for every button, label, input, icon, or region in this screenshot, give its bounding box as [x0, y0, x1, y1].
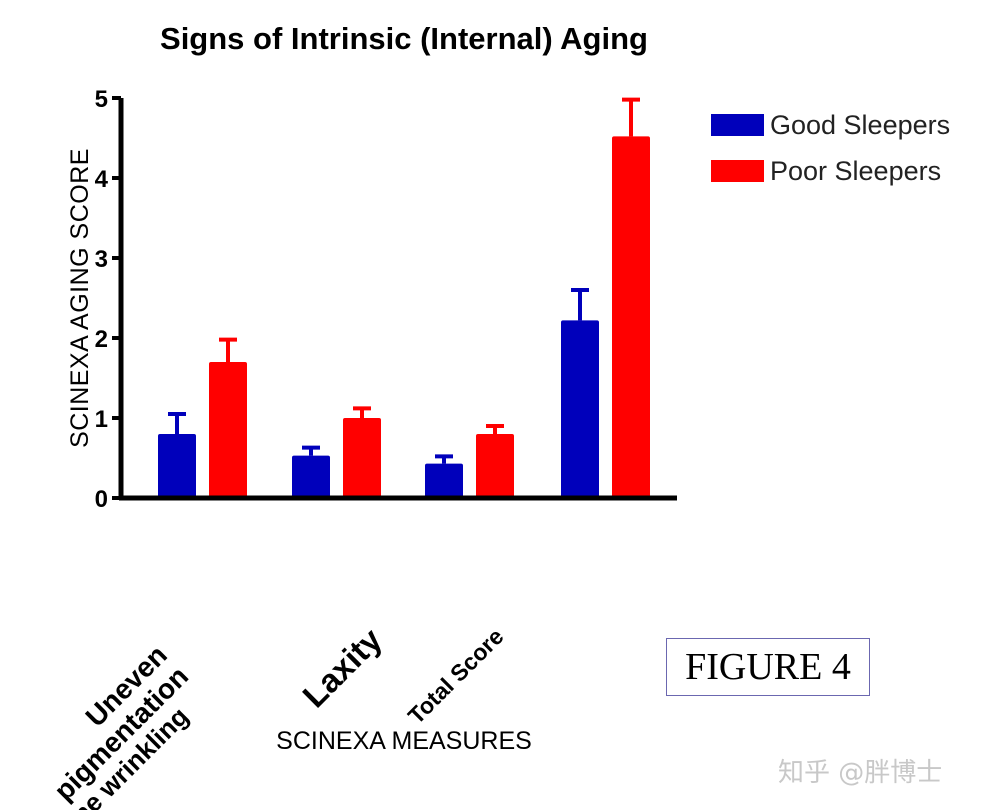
x-category-label-line: Laxity: [295, 620, 389, 714]
bar-poor-sleepers: [343, 418, 381, 498]
bar-poor-sleepers: [612, 136, 650, 498]
y-tick-label: 0: [95, 486, 108, 513]
y-tick-label: 4: [95, 166, 109, 193]
x-category-label: Laxity: [295, 620, 389, 714]
y-tick-label: 1: [95, 406, 108, 433]
legend: Good Sleepers Poor Sleepers: [711, 110, 950, 186]
legend-label-good-sleepers: Good Sleepers: [770, 110, 950, 140]
bar-good-sleepers: [158, 434, 196, 498]
bars-group: [158, 97, 650, 498]
legend-swatch-poor-sleepers: [711, 160, 764, 182]
y-tick-label: 5: [95, 86, 108, 113]
watermark: 知乎 @胖博士: [778, 758, 943, 788]
figure-label: FIGURE 4: [666, 638, 870, 696]
y-axis-ticks: 0 1 2 3 4 5: [95, 86, 121, 513]
bar-good-sleepers: [561, 320, 599, 498]
y-axis-label: SCINEXA AGING SCORE: [66, 148, 94, 448]
x-category-label-line: Total Score: [403, 623, 509, 729]
legend-swatch-good-sleepers: [711, 114, 764, 136]
y-tick-label: 2: [95, 326, 108, 353]
x-category-label: Total Score: [403, 623, 509, 729]
bar-good-sleepers: [425, 463, 463, 498]
legend-label-poor-sleepers: Poor Sleepers: [770, 156, 941, 186]
bar-poor-sleepers: [476, 434, 514, 498]
x-axis-label: SCINEXA MEASURES: [276, 727, 532, 755]
y-tick-label: 3: [95, 246, 108, 273]
bar-good-sleepers: [292, 455, 330, 498]
bar-poor-sleepers: [209, 362, 247, 498]
chart-title: Signs of Intrinsic (Internal) Aging: [160, 21, 648, 56]
